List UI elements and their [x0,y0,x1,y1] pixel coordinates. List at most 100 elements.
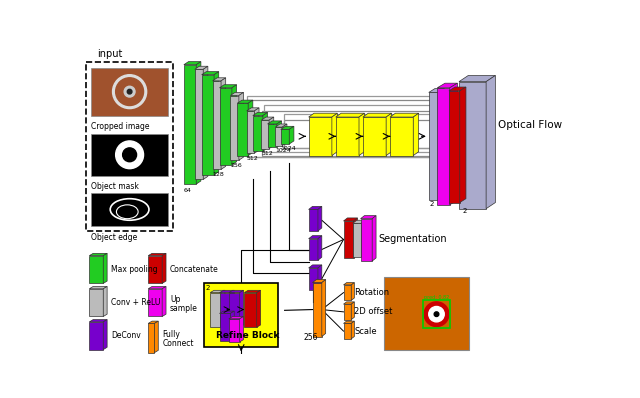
Polygon shape [362,220,365,257]
Polygon shape [390,113,419,117]
Text: Segmentation: Segmentation [378,234,447,244]
Polygon shape [318,265,322,289]
Polygon shape [195,69,204,179]
Polygon shape [237,103,248,156]
Polygon shape [353,223,362,257]
Polygon shape [230,96,239,160]
Polygon shape [220,88,232,165]
Text: 256: 256 [230,163,242,168]
Polygon shape [148,254,166,256]
Text: Object mask: Object mask [91,182,139,191]
Polygon shape [212,81,221,170]
Polygon shape [344,285,351,300]
Polygon shape [210,290,225,293]
Polygon shape [459,76,495,82]
Text: input: input [97,49,122,59]
Polygon shape [359,113,364,156]
Text: Rotation: Rotation [355,288,390,297]
Polygon shape [437,83,458,88]
Polygon shape [308,239,318,260]
Circle shape [434,312,439,316]
Polygon shape [360,216,376,219]
Polygon shape [246,111,254,153]
Polygon shape [281,126,294,129]
Polygon shape [413,113,419,156]
Polygon shape [460,87,466,203]
Polygon shape [429,92,438,200]
Polygon shape [90,287,107,289]
Polygon shape [220,293,230,327]
Polygon shape [220,311,234,313]
Polygon shape [148,324,154,353]
Bar [264,105,461,152]
Polygon shape [275,127,282,146]
Bar [91,134,168,176]
Text: 2: 2 [463,208,467,214]
Bar [86,62,173,231]
Text: Optical Flow: Optical Flow [499,120,563,130]
Polygon shape [318,207,322,231]
Polygon shape [336,113,364,117]
Polygon shape [344,218,358,221]
Polygon shape [268,121,282,124]
Polygon shape [282,124,287,146]
Polygon shape [438,89,444,200]
Polygon shape [351,302,355,320]
Polygon shape [103,287,107,316]
Bar [384,277,469,350]
Text: 2: 2 [429,201,434,207]
Polygon shape [254,108,259,153]
Circle shape [424,302,449,326]
Polygon shape [486,76,495,209]
Bar [91,193,168,226]
Polygon shape [281,129,289,144]
Polygon shape [210,293,221,327]
Circle shape [123,148,136,162]
Polygon shape [232,85,237,165]
Polygon shape [353,220,365,223]
Polygon shape [459,82,486,209]
Text: DeConv: DeConv [111,331,141,340]
Polygon shape [308,209,318,231]
Polygon shape [162,287,166,316]
Polygon shape [90,289,103,316]
Polygon shape [244,293,257,327]
Polygon shape [263,113,268,151]
Text: Scale: Scale [355,327,377,336]
Bar [284,120,463,148]
Polygon shape [308,117,332,156]
Text: Connect: Connect [162,339,194,348]
Polygon shape [248,100,253,156]
Polygon shape [202,72,219,75]
Polygon shape [308,265,322,268]
Polygon shape [148,289,162,316]
Circle shape [113,75,147,109]
Bar [246,100,463,157]
Polygon shape [220,85,237,88]
Polygon shape [450,83,458,205]
Polygon shape [220,290,234,293]
Text: 256: 256 [304,334,318,342]
Polygon shape [308,207,322,209]
Polygon shape [360,219,372,261]
Polygon shape [148,321,158,324]
Polygon shape [90,254,107,256]
Polygon shape [221,290,225,327]
Polygon shape [437,88,450,205]
Polygon shape [229,319,239,342]
Polygon shape [363,117,386,156]
Text: Max pooling: Max pooling [111,265,157,274]
Polygon shape [308,113,337,117]
Circle shape [429,306,444,322]
Bar [91,68,168,115]
Text: 128: 128 [212,172,224,178]
Text: Concatenate: Concatenate [170,265,219,274]
Polygon shape [429,89,444,92]
Polygon shape [344,221,353,258]
Polygon shape [195,66,208,69]
Text: 2: 2 [205,285,210,291]
Polygon shape [253,115,263,151]
Polygon shape [90,320,107,322]
Polygon shape [336,117,359,156]
Text: 1024: 1024 [275,148,291,153]
